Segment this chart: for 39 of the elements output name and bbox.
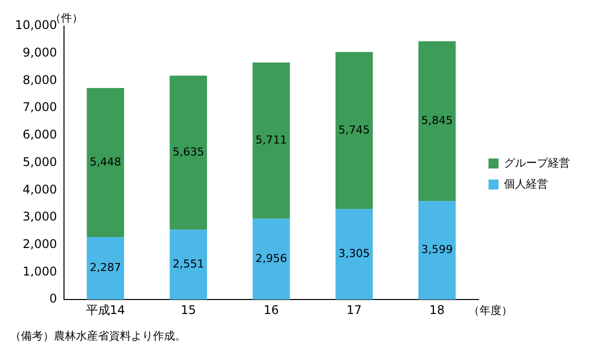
x-axis-title: （年度）: [468, 304, 512, 317]
bar: [170, 76, 207, 230]
x-tick-label: 16: [264, 302, 279, 317]
bar: [86, 88, 124, 238]
x-tick-label: 18: [429, 302, 445, 317]
bar: [335, 209, 373, 300]
data-label: 5,448: [90, 155, 122, 168]
data-label: 3,305: [338, 247, 370, 260]
bar: [170, 230, 207, 300]
bar: [86, 237, 124, 300]
y-tick-label: 9,000: [22, 45, 57, 60]
y-tick-label: 6,000: [22, 128, 57, 142]
data-label: 2,956: [255, 252, 287, 266]
x-tick-label: 平成14: [86, 302, 126, 317]
data-label: 5,635: [172, 146, 204, 159]
x-tick-label: 17: [346, 302, 362, 317]
data-label: 5,745: [338, 123, 370, 136]
bar: [335, 52, 373, 210]
legend-label: グループ経営: [504, 156, 570, 170]
y-tick-label: 8,000: [22, 72, 57, 87]
y-tick-label: 7,000: [22, 100, 57, 114]
bar: [418, 201, 456, 300]
bar: [418, 41, 456, 202]
data-label: 3,599: [421, 243, 453, 256]
y-tick-label: 2,000: [22, 237, 57, 252]
text: （備考）農林水産省資料より作成。: [10, 329, 186, 342]
y-tick-label: 1,000: [22, 264, 57, 278]
bar: [252, 218, 290, 300]
data-label: 5,711: [255, 133, 287, 146]
bar: [252, 62, 290, 219]
y-tick-label: 0: [49, 292, 57, 306]
y-tick-label: 4,000: [22, 182, 57, 196]
legend-label: 個人経営: [504, 177, 548, 190]
x-tick-label: 15: [180, 302, 196, 317]
data-label: 2,287: [90, 261, 122, 274]
y-tick-label: 3,000: [22, 210, 57, 224]
data-label: 2,551: [172, 258, 204, 271]
y-tick-label: 5,000: [22, 154, 57, 169]
data-label: 5,845: [421, 114, 453, 128]
